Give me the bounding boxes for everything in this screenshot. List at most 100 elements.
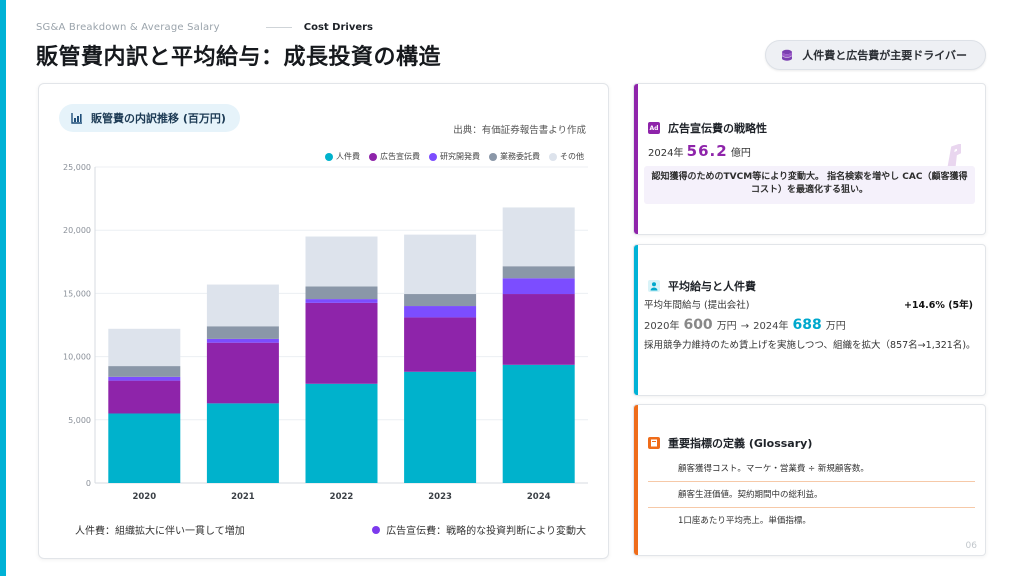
kicker-english: SG&A Breakdown & Average Salary [36,22,220,33]
coins-icon [782,49,793,61]
bar-segment [108,366,181,377]
bar-segment [404,371,477,483]
salary-value-a: 600 [683,317,713,333]
bar-segment [206,338,279,343]
chart-legend: 人件費 広告宣伝費 研究開発費 業務委託費 その他 [325,151,584,162]
metric-value: 56.2 [686,142,728,160]
x-tick-label: 2022 [330,492,354,502]
card-header: 重要指標の定義 (Glossary) [648,435,812,451]
chart-card: 販管費の内訳推移 (百万円) 出典：有価証券報告書より作成 人件費 広告宣伝費 研究… [38,83,609,559]
legend-label: その他 [560,152,584,161]
salary-values: 2020年 600 万円 → 2024年 688 万円 [644,317,846,333]
page-number: 06 [965,541,977,551]
glossary-card: 重要指標の定義 (Glossary) 顧客獲得コスト。マーケ・営業費 ÷ 新規顧… [633,404,986,556]
person-icon [648,280,660,292]
card-title: 平均給与と人件費 [668,280,756,293]
year-b: 2024年 [753,321,789,332]
card-title: 広告宣伝費の戦略性 [668,122,767,135]
page-title: 販管費内訳と平均給与：成長投資の構造 [36,45,442,70]
salary-growth: +14.6% (5年) [903,300,973,311]
bar-segment [305,383,378,483]
year-a: 2020年 [644,321,680,332]
card-title: 重要指標の定義 (Glossary) [668,437,813,450]
y-tick-label: 10,000 [63,353,91,362]
book-icon [648,437,660,449]
legend-label: 業務委託費 [500,152,540,161]
legend-item: 研究開発費 [429,151,480,162]
chart-footnote-left: 人件費：組織拡大に伴い一貫して増加 [75,526,245,537]
legend-swatch [369,152,377,161]
bar-segment [305,286,378,300]
glossary-item: 顧客生涯価値。契約期間中の総利益。 [678,490,823,500]
legend-item: その他 [549,151,584,162]
stacked-bar-chart: 0 5,000 10,000 15,000 20,000 25,000 2020 2021 20… [63,163,588,502]
bar-segment [206,342,279,404]
salary-note: 採用競争力維持のため賃上げを実施しつつ、組織を拡大（857名→1,321名)。 [644,340,976,351]
bar-chart-icon [71,113,82,124]
page-header: SG&A Breakdown & Average Salary Cost Dri… [36,22,996,82]
ad-strategy-note: 認知獲得のためのTVCM等により変動大。 指名検索を増やし CAC（顧客獲得コス… [644,166,975,204]
legend-swatch [325,152,333,161]
legend-item: 人件費 [325,151,360,162]
arrow-icon: → [740,321,750,332]
legend-label: 人件費 [336,152,360,161]
bar-segment [108,328,181,367]
glossary-item: 顧客獲得コスト。マーケ・営業費 ÷ 新規顧客数。 [678,464,869,474]
card-stripe [634,245,638,395]
x-tick-label: 2023 [428,492,452,502]
bar-segment [206,326,279,339]
chart-source: 出典：有価証券報告書より作成 [453,125,586,136]
ad-spend-metric: 2024年 56.2 億円 [648,142,751,160]
y-tick-label: 25,000 [63,163,91,172]
footnote-dot-icon [372,525,381,534]
bar-segment [206,403,279,483]
legend-swatch [429,152,437,161]
card-stripe [634,405,638,555]
salary-card: 平均給与と人件費 平均年間給与 (提出会社) +14.6% (5年) 2020年… [633,244,986,396]
legend-label: 研究開発費 [440,152,480,161]
bar-segment [404,294,477,307]
bar-segment [404,234,477,295]
glossary-item: 1口座あたり平均売上。単価指標。 [678,516,811,526]
x-tick-label: 2021 [231,492,255,502]
metric-year: 2024年 [648,148,684,159]
ad-strategy-card: Ad 広告宣伝費の戦略性 2024年 56.2 億円 認知獲得のためのTVCM等… [633,83,986,235]
glossary-divider [648,507,975,508]
x-tick-label: 2020 [132,492,156,502]
chart-title: 販管費の内訳推移 (百万円) [91,112,226,125]
driver-pill: 人件費と広告費が主要ドライバー [765,40,986,70]
y-tick-label: 5,000 [68,416,91,425]
bar-segment [108,376,181,381]
unit-a: 万円 [716,321,737,332]
glossary-divider [648,481,975,482]
legend-swatch [549,152,557,161]
card-header: Ad 広告宣伝費の戦略性 [648,120,767,136]
legend-label: 広告宣伝費 [380,152,420,161]
kicker-divider [265,27,292,28]
metric-unit: 億円 [730,148,751,159]
bar-segment [502,278,575,295]
salary-value-b: 688 [792,317,822,333]
bar-segment [404,306,477,318]
driver-pill-label: 人件費と広告費が主要ドライバー [802,49,967,62]
chart-footnote-right-text: 広告宣伝費：戦略的な投資判断により変動大 [386,526,586,537]
y-tick-label: 20,000 [63,226,91,235]
bar-segment [502,294,575,365]
unit-b: 万円 [825,321,846,332]
bar-segment [206,284,279,327]
bar-segment [305,299,378,303]
kicker-tag: Cost Drivers [303,22,374,33]
legend-swatch [489,152,497,161]
bar-segment [502,364,575,483]
chart-footnote-right: 広告宣伝費：戦略的な投資判断により変動大 [372,522,586,537]
kicker-row: SG&A Breakdown & Average Salary Cost Dri… [36,22,996,33]
y-tick-label: 0 [86,479,91,488]
legend-item: 広告宣伝費 [369,151,420,162]
bar-segment [404,317,477,372]
accent-bar [0,0,6,576]
chart-title-pill: 販管費の内訳推移 (百万円) [59,104,240,132]
card-header: 平均給与と人件費 [648,278,756,294]
y-tick-label: 15,000 [63,289,91,298]
bar-segment [305,302,378,384]
salary-label-row: 平均年間給与 (提出会社) +14.6% (5年) [644,297,973,311]
